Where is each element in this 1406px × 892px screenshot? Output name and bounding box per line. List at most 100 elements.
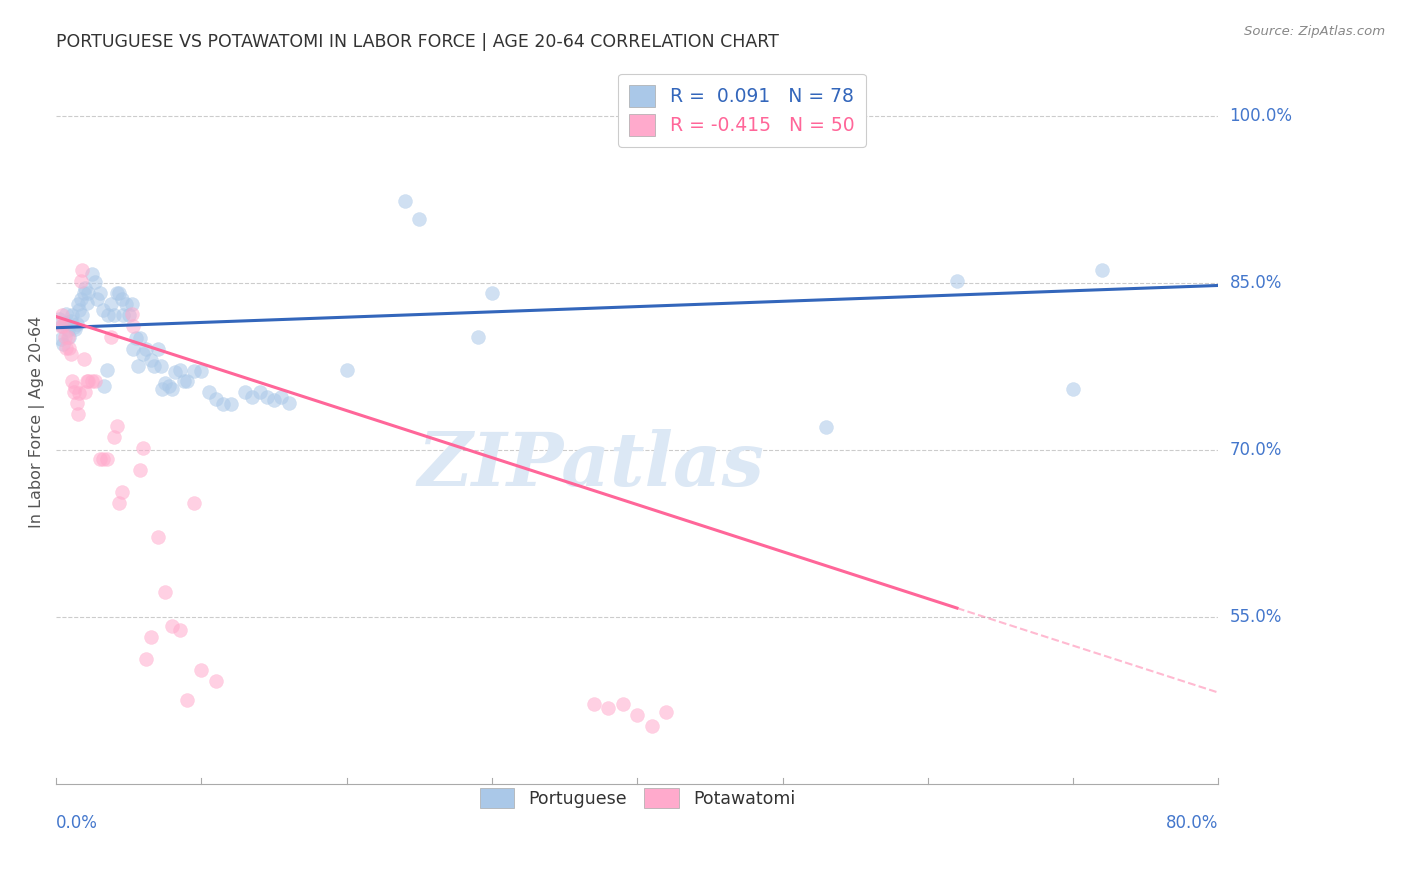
Point bbox=[91, 302, 114, 317]
Point bbox=[946, 274, 969, 288]
Point bbox=[55, 307, 77, 321]
Point bbox=[146, 342, 169, 356]
Point bbox=[408, 211, 430, 226]
Point bbox=[190, 364, 212, 378]
Point bbox=[63, 322, 86, 336]
Point bbox=[82, 268, 104, 282]
Point bbox=[146, 530, 169, 544]
Point bbox=[65, 318, 87, 332]
Point bbox=[86, 292, 108, 306]
Point bbox=[76, 374, 98, 388]
Point bbox=[63, 380, 86, 394]
Point bbox=[135, 342, 157, 356]
Point bbox=[162, 619, 184, 633]
Text: PORTUGUESE VS POTAWATOMI IN LABOR FORCE | AGE 20-64 CORRELATION CHART: PORTUGUESE VS POTAWATOMI IN LABOR FORCE … bbox=[56, 33, 779, 51]
Point bbox=[93, 378, 115, 392]
Point bbox=[110, 485, 132, 500]
Point bbox=[73, 286, 96, 301]
Point bbox=[60, 374, 83, 388]
Point bbox=[75, 281, 97, 295]
Point bbox=[129, 463, 152, 477]
Point bbox=[612, 697, 634, 711]
Point bbox=[97, 309, 120, 323]
Text: 0.0%: 0.0% bbox=[56, 814, 98, 832]
Point bbox=[48, 311, 70, 326]
Point bbox=[641, 719, 664, 733]
Point bbox=[149, 359, 172, 373]
Point bbox=[394, 194, 416, 208]
Point bbox=[53, 329, 76, 343]
Point bbox=[84, 275, 107, 289]
Point bbox=[139, 630, 162, 644]
Text: 70.0%: 70.0% bbox=[1230, 442, 1282, 459]
Point bbox=[626, 707, 648, 722]
Point bbox=[66, 297, 89, 311]
Point bbox=[70, 292, 93, 306]
Point bbox=[105, 286, 128, 301]
Point bbox=[75, 385, 97, 400]
Point bbox=[467, 329, 489, 343]
Point bbox=[135, 652, 157, 666]
Point bbox=[105, 418, 128, 433]
Point bbox=[142, 359, 165, 373]
Point bbox=[277, 396, 299, 410]
Text: 85.0%: 85.0% bbox=[1230, 274, 1282, 293]
Point bbox=[256, 390, 278, 404]
Point bbox=[165, 365, 187, 379]
Point bbox=[240, 390, 263, 404]
Point bbox=[52, 337, 75, 351]
Point bbox=[212, 397, 235, 411]
Point bbox=[76, 296, 98, 310]
Point bbox=[139, 353, 162, 368]
Point bbox=[49, 332, 72, 346]
Point bbox=[89, 286, 111, 301]
Point bbox=[72, 309, 94, 323]
Point bbox=[118, 309, 141, 323]
Point bbox=[56, 323, 79, 337]
Point bbox=[270, 390, 292, 404]
Point bbox=[122, 318, 145, 333]
Point bbox=[176, 693, 198, 707]
Point bbox=[173, 374, 195, 388]
Point bbox=[62, 385, 84, 400]
Point bbox=[153, 376, 176, 391]
Point bbox=[62, 319, 84, 334]
Point bbox=[153, 585, 176, 599]
Point bbox=[121, 297, 143, 311]
Point bbox=[183, 496, 205, 510]
Point bbox=[107, 286, 129, 301]
Point bbox=[190, 664, 212, 678]
Point bbox=[58, 329, 80, 343]
Text: Source: ZipAtlas.com: Source: ZipAtlas.com bbox=[1244, 25, 1385, 38]
Point bbox=[115, 297, 138, 311]
Point bbox=[72, 263, 94, 277]
Point bbox=[77, 374, 100, 388]
Text: 55.0%: 55.0% bbox=[1230, 608, 1282, 626]
Point bbox=[263, 392, 285, 407]
Point bbox=[159, 378, 181, 392]
Point bbox=[249, 385, 271, 400]
Point bbox=[169, 624, 191, 638]
Point bbox=[582, 697, 605, 711]
Point bbox=[91, 452, 114, 467]
Point bbox=[183, 364, 205, 378]
Point bbox=[49, 318, 72, 333]
Point bbox=[56, 329, 79, 343]
Point bbox=[127, 359, 149, 373]
Point bbox=[162, 382, 184, 396]
Point bbox=[103, 309, 125, 323]
Point bbox=[53, 316, 76, 330]
Point bbox=[66, 408, 89, 422]
Y-axis label: In Labor Force | Age 20-64: In Labor Force | Age 20-64 bbox=[30, 316, 45, 528]
Point bbox=[67, 302, 90, 317]
Point bbox=[121, 307, 143, 321]
Point bbox=[205, 674, 228, 689]
Point bbox=[77, 286, 100, 301]
Point bbox=[169, 363, 191, 377]
Point bbox=[60, 309, 83, 323]
Point bbox=[132, 347, 155, 361]
Point bbox=[125, 331, 148, 345]
Point bbox=[58, 341, 80, 355]
Point bbox=[89, 452, 111, 467]
Point bbox=[176, 374, 198, 388]
